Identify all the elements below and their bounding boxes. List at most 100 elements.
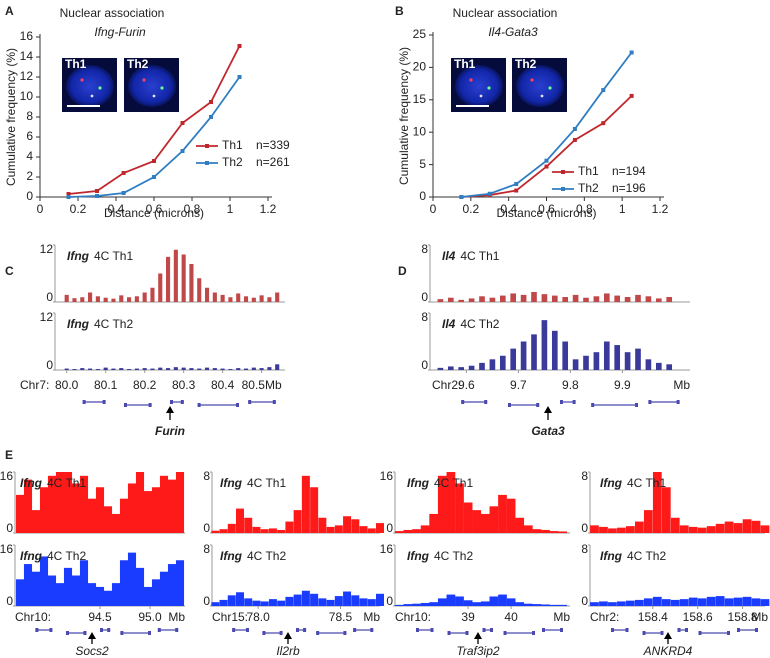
signal-bar: [31, 571, 41, 606]
signal-bar: [165, 368, 171, 370]
signal-bar: [175, 560, 185, 606]
chart-subtitle: Il4-Gata3: [488, 25, 538, 39]
track-title: Ifng 4C Th2: [407, 549, 473, 563]
signal-bar: [351, 519, 360, 533]
signal-bar: [71, 575, 81, 606]
signal-bar: [31, 510, 41, 533]
signal-bar: [127, 552, 137, 606]
signal-bar: [252, 526, 261, 533]
signal-bar: [541, 529, 550, 533]
signal-bar: [458, 367, 465, 370]
signal-bar: [652, 472, 662, 533]
gene-arrowhead: [664, 632, 672, 639]
unit-label: Mb: [673, 378, 690, 392]
signal-bar: [80, 297, 85, 302]
exon: [482, 628, 486, 632]
signal-bar: [95, 369, 100, 370]
signal-bar: [498, 594, 507, 606]
track-title: Ifng 4C Th1: [407, 476, 473, 490]
signal-bar: [760, 599, 770, 606]
signal-bar: [593, 296, 600, 302]
signal-bar: [267, 367, 272, 370]
track-gene: Ifng: [67, 317, 90, 331]
exon: [272, 400, 276, 404]
fish-spot: [530, 78, 534, 82]
fish-spot: [469, 78, 473, 82]
track-title: Ifng 4C Th2: [20, 549, 86, 563]
x-tick-label: 1: [619, 202, 626, 216]
exon: [635, 403, 638, 407]
y-tick-label: 8: [203, 469, 210, 483]
signal-bar: [228, 297, 233, 302]
signal-bar: [599, 601, 608, 606]
signal-bar: [523, 525, 533, 533]
signal-bar: [583, 355, 589, 370]
gene-label: Furin: [155, 424, 185, 438]
signal-bar: [268, 599, 277, 606]
signal-bar: [119, 295, 124, 302]
signal-bar: [420, 602, 430, 606]
inset-label: Th1: [454, 57, 476, 71]
track-gene: Ifng: [407, 549, 430, 563]
signal-bar: [376, 523, 384, 533]
gene-label: Il2rb: [276, 644, 300, 658]
signal-bar: [643, 510, 653, 533]
legend-marker: [561, 187, 565, 191]
inset-label: Th2: [515, 57, 537, 71]
signal-bar: [47, 475, 57, 533]
signal-bar: [87, 498, 97, 533]
track-gene: Il4: [442, 249, 456, 263]
y-tick-label: 0: [581, 521, 588, 535]
signal-bar: [437, 367, 444, 370]
x-tick-label: 9.9: [614, 378, 631, 392]
point: [544, 158, 549, 163]
signal-bar: [608, 602, 617, 606]
exon: [180, 400, 184, 404]
signal-bar: [143, 586, 153, 606]
y-tick-label: 0: [386, 521, 393, 535]
track-title: Ifng 4C Th2: [600, 549, 666, 563]
signal-bar: [429, 513, 439, 533]
track-title: Il4 4C Th1: [442, 249, 500, 263]
exon: [490, 628, 493, 632]
point: [544, 164, 549, 169]
signal-bar: [127, 297, 132, 302]
signal-bar: [15, 579, 25, 606]
fish-spot: [152, 94, 156, 98]
exon: [353, 628, 357, 632]
signal-bar: [142, 292, 147, 302]
exon: [175, 628, 179, 632]
x-tick-label: 0: [430, 202, 437, 216]
point: [237, 44, 242, 48]
exon: [698, 631, 702, 635]
fish-spot: [540, 94, 544, 98]
signal-bar: [275, 292, 280, 302]
x-tick-label: 0.2: [70, 202, 87, 216]
signal-bar: [142, 368, 147, 370]
signal-bar: [220, 294, 225, 302]
signal-bar: [652, 596, 662, 606]
signal-bar: [403, 529, 413, 533]
signal-bar: [236, 293, 241, 302]
track-gene: Ifng: [20, 549, 43, 563]
y-tick-label: 16: [0, 542, 13, 556]
signal-bar: [614, 345, 621, 370]
x-tick-label: 158.4: [638, 610, 668, 624]
y-tick-label: 0: [421, 358, 428, 372]
exon: [727, 631, 730, 635]
signal-bar: [318, 517, 327, 533]
signal-bar: [103, 297, 108, 302]
signal-bar: [412, 529, 421, 533]
signal-bar: [260, 529, 269, 533]
chrom-label: Chr15:: [212, 610, 248, 624]
legend-label: Th1: [222, 138, 243, 152]
x-tick-label: 0.6: [538, 202, 555, 216]
nucleus: [128, 65, 176, 107]
legend-count: n=261: [256, 155, 290, 169]
y-tick-label: 12: [40, 310, 54, 324]
exon: [676, 400, 680, 404]
signal-bar: [359, 598, 368, 606]
signal-bar: [318, 598, 327, 606]
point: [121, 171, 126, 175]
exon: [508, 403, 511, 407]
